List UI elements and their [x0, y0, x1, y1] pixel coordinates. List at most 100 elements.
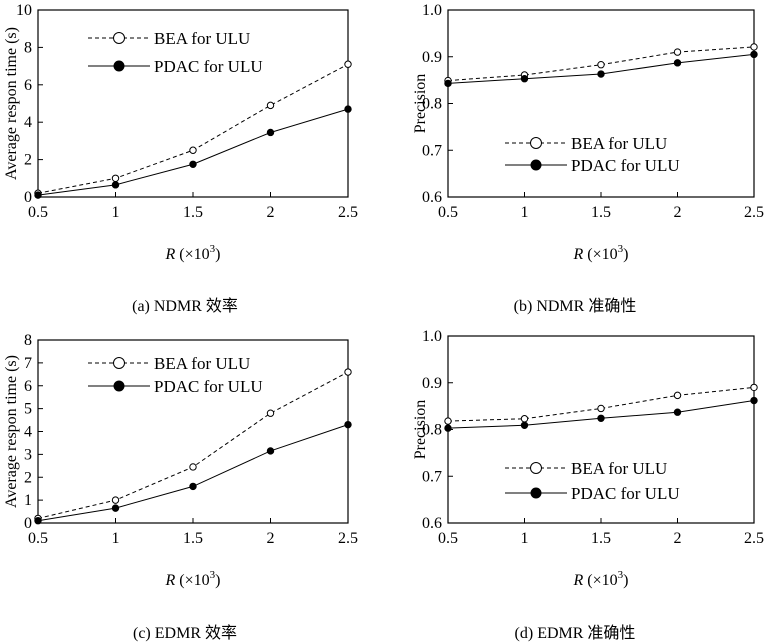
y-axis-label: Precision — [412, 400, 429, 460]
series-line-0 — [447, 46, 755, 82]
data-point — [750, 50, 758, 59]
series-line-0 — [37, 63, 349, 194]
x-tick-label: 2.5 — [338, 204, 358, 221]
data-point — [673, 59, 682, 67]
legend-marker — [530, 159, 542, 171]
legend-marker — [530, 137, 542, 149]
data-point — [444, 79, 452, 88]
y-tick-label: 1 — [24, 492, 32, 509]
x-tick-label: 1.5 — [591, 204, 611, 221]
data-point — [597, 60, 605, 69]
y-tick-label: 8 — [24, 332, 32, 349]
x-tick-label: 0.5 — [438, 204, 458, 221]
y-tick-label: 0.8 — [422, 96, 442, 113]
data-point — [111, 496, 120, 504]
data-point — [750, 43, 758, 51]
y-tick-label: 10 — [16, 2, 32, 19]
data-point — [266, 447, 275, 455]
data-point — [111, 181, 120, 189]
data-point — [266, 101, 275, 110]
data-point — [344, 105, 352, 113]
x-axis-label: R (×103) — [573, 243, 629, 263]
data-point — [344, 368, 352, 376]
data-point — [444, 424, 452, 432]
data-point — [673, 48, 682, 56]
legend-marker — [113, 357, 125, 369]
caption-c: (c) EDMR 效率 — [133, 625, 237, 642]
x-tick-label: 1.5 — [183, 530, 203, 547]
legend-label: PDAC for ULU — [154, 377, 263, 396]
data-point — [750, 383, 758, 392]
y-tick-label: 0.8 — [422, 422, 442, 439]
data-point — [111, 504, 120, 512]
y-tick-label: 0.9 — [422, 375, 442, 392]
y-tick-label: 0.7 — [422, 142, 442, 159]
legend-marker — [530, 462, 542, 474]
x-axis-label: R (×103) — [165, 569, 221, 589]
y-axis-label: Precision — [412, 74, 429, 134]
x-tick-label: 1.5 — [591, 530, 611, 547]
x-tick-label: 0.5 — [28, 530, 48, 547]
legend-marker — [530, 487, 542, 499]
legend-label: BEA for ULU — [154, 29, 250, 48]
x-axis-label: R (×103) — [165, 243, 221, 263]
y-axis-label: Average respon time (s) — [3, 355, 20, 508]
x-tick-label: 1 — [112, 530, 120, 547]
caption-b: (b) NDMR 准确性 — [513, 298, 637, 315]
data-point — [344, 420, 352, 429]
data-point — [266, 128, 275, 137]
data-point — [750, 396, 758, 405]
y-tick-label: 0.9 — [422, 49, 442, 66]
series-line-1 — [37, 424, 349, 522]
y-tick-label: 0.6 — [422, 515, 442, 532]
legend-marker — [113, 60, 125, 72]
y-tick-label: 6 — [24, 378, 32, 395]
x-tick-label: 1 — [521, 530, 529, 547]
y-tick-label: 5 — [24, 401, 32, 418]
y-tick-label: 2 — [24, 152, 32, 169]
data-point — [597, 414, 605, 422]
x-tick-label: 1 — [112, 204, 120, 221]
y-tick-label: 1.0 — [422, 2, 442, 19]
y-tick-label: 6 — [24, 77, 32, 94]
data-point — [597, 404, 605, 413]
chart-0: 0.5 1 1.5 2 2.5 0 2 4 6 8 10 Average respon time (s… — [3, 2, 358, 263]
x-tick-label: 2 — [674, 530, 682, 547]
y-tick-label: 3 — [24, 446, 32, 463]
legend-marker — [113, 380, 125, 392]
x-axis-label: R (×103) — [573, 569, 629, 589]
x-tick-label: 2.5 — [744, 530, 764, 547]
data-point — [189, 482, 197, 491]
y-tick-label: 0 — [24, 515, 32, 532]
x-tick-label: 2 — [674, 204, 682, 221]
x-tick-label: 0.5 — [438, 530, 458, 547]
data-point — [189, 146, 197, 154]
data-point — [34, 517, 42, 525]
legend-label: PDAC for ULU — [154, 57, 263, 76]
x-tick-label: 2 — [267, 204, 275, 221]
x-tick-label: 1 — [521, 204, 529, 221]
x-tick-label: 2 — [267, 530, 275, 547]
legend-label: BEA for ULU — [154, 354, 250, 373]
data-point — [189, 160, 197, 168]
legend-label: BEA for ULU — [571, 459, 667, 478]
y-axis-label: Average respon time (s) — [3, 27, 20, 180]
y-tick-label: 4 — [24, 424, 32, 441]
data-point — [597, 70, 605, 78]
x-tick-label: 2.5 — [338, 530, 358, 547]
series-line-1 — [447, 53, 755, 84]
x-tick-label: 2.5 — [744, 204, 764, 221]
y-tick-label: 2 — [24, 469, 32, 486]
data-point — [673, 408, 682, 416]
caption-d: (d) EDMR 准确性 — [514, 625, 636, 642]
y-tick-label: 4 — [24, 114, 32, 131]
x-tick-label: 1.5 — [183, 204, 203, 221]
series-line-0 — [447, 386, 755, 422]
legend-label: PDAC for ULU — [571, 484, 680, 503]
data-point — [520, 75, 529, 83]
chart-3: 0.5 1 1.5 2 2.5 0.6 0.7 0.8 0.9 1.0 Precision R (×1… — [412, 328, 764, 589]
data-point — [266, 409, 275, 417]
data-point — [520, 421, 529, 429]
